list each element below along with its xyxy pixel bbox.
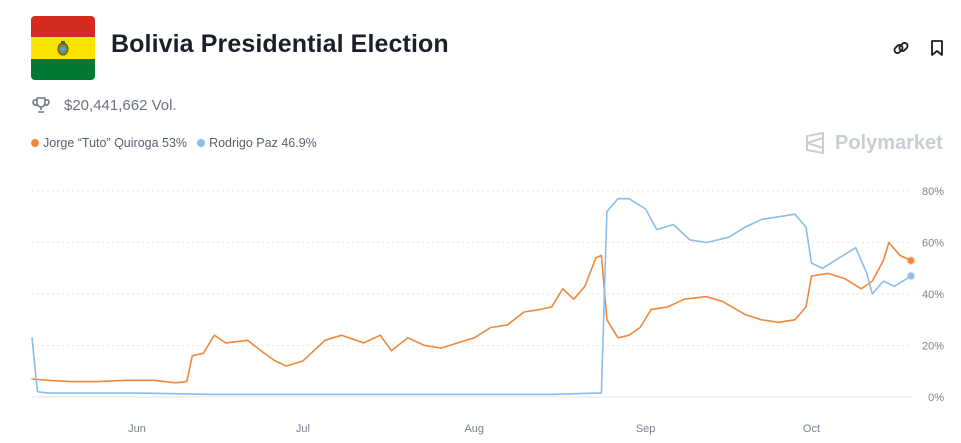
brand-label: Polymarket: [835, 131, 943, 154]
polymarket-brand: Polymarket: [803, 131, 943, 155]
x-tick-label: Aug: [464, 423, 484, 435]
x-tick-label: Jun: [128, 423, 146, 435]
volume-text: $20,441,662 Vol.: [64, 97, 177, 114]
y-tick-label: 60%: [922, 238, 944, 250]
bolivia-flag-icon: [31, 16, 95, 80]
legend-dot-paz: [197, 139, 206, 147]
y-tick-label: 20%: [922, 341, 944, 353]
coat-of-arms-icon: [57, 41, 69, 56]
series-line-quiroga: [31, 241, 912, 384]
legend-item-quiroga: Jorge “Tuto” Quiroga 53%: [31, 136, 187, 150]
series-line-paz: [31, 197, 912, 396]
legend-item-paz: Rodrigo Paz 46.9%: [197, 136, 317, 150]
y-tick-label: 0%: [928, 392, 944, 404]
legend-dot-quiroga: [31, 139, 39, 147]
legend-label-quiroga: Jorge “Tuto” Quiroga 53%: [43, 136, 188, 150]
page-title: Bolivia Presidential Election: [111, 30, 449, 58]
bookmark-icon[interactable]: [926, 37, 948, 59]
series-end-dot-quiroga: [907, 257, 915, 264]
price-history-chart: 0% 20% 40% 60% 80% Jun Jul Aug Sep Oct: [31, 186, 944, 435]
link-icon[interactable]: [890, 37, 912, 59]
y-tick-label: 40%: [922, 289, 944, 301]
x-tick-label: Sep: [636, 423, 656, 435]
polymarket-logo-icon: [806, 132, 824, 154]
y-tick-label: 80%: [922, 186, 944, 198]
chart-legend: Jorge “Tuto” Quiroga 53% Rodrigo Paz 46.…: [31, 136, 327, 150]
x-tick-label: Jul: [296, 423, 310, 435]
series-end-dot-paz: [907, 272, 915, 280]
legend-label-paz: Rodrigo Paz 46.9%: [209, 136, 317, 150]
trophy-icon: [31, 95, 51, 115]
x-tick-label: Oct: [803, 423, 820, 435]
